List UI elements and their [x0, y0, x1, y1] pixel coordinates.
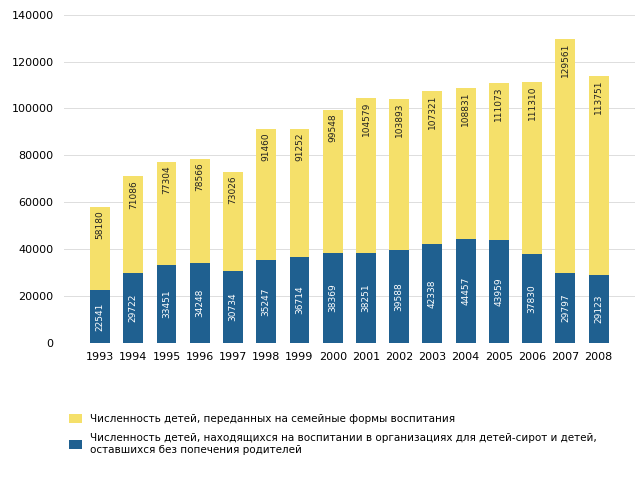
Text: 29722: 29722	[129, 294, 138, 322]
Text: 34248: 34248	[196, 289, 204, 317]
Text: 91460: 91460	[262, 132, 271, 161]
Bar	[556, 39, 576, 343]
Text: 91252: 91252	[295, 132, 304, 161]
Bar	[290, 129, 310, 343]
Text: 111310: 111310	[528, 85, 537, 120]
Text: 42338: 42338	[428, 279, 437, 308]
Bar	[323, 253, 343, 343]
Text: 71086: 71086	[129, 180, 138, 209]
Bar	[156, 162, 176, 343]
Text: 22541: 22541	[96, 302, 104, 331]
Text: 39588: 39588	[395, 282, 404, 311]
Bar	[389, 250, 409, 343]
Text: 113751: 113751	[594, 80, 603, 114]
Text: 58180: 58180	[96, 210, 104, 239]
Bar	[456, 88, 476, 343]
Bar	[90, 290, 110, 343]
Text: 29797: 29797	[561, 294, 570, 322]
Text: 99548: 99548	[328, 113, 337, 142]
Bar	[190, 159, 210, 343]
Text: 129561: 129561	[561, 43, 570, 77]
Bar	[456, 239, 476, 343]
Text: 44457: 44457	[462, 277, 470, 305]
Text: 73026: 73026	[228, 175, 237, 204]
Bar	[588, 76, 609, 343]
Bar	[223, 271, 243, 343]
Text: 103893: 103893	[395, 103, 404, 137]
Bar	[123, 273, 143, 343]
Bar	[290, 257, 310, 343]
Text: 33451: 33451	[162, 290, 171, 318]
Bar	[422, 244, 442, 343]
Text: 30734: 30734	[228, 293, 237, 321]
Bar	[256, 260, 276, 343]
Text: 78566: 78566	[196, 162, 204, 191]
Text: 38251: 38251	[362, 284, 370, 313]
Text: 108831: 108831	[462, 91, 470, 126]
Text: 43959: 43959	[494, 277, 503, 306]
Text: 111073: 111073	[494, 86, 503, 121]
Text: 77304: 77304	[162, 165, 171, 194]
Bar	[489, 82, 509, 343]
Text: 38369: 38369	[328, 284, 337, 313]
Bar	[356, 98, 376, 343]
Text: 107321: 107321	[428, 95, 437, 129]
Bar	[190, 263, 210, 343]
Bar	[522, 254, 542, 343]
Bar	[323, 110, 343, 343]
Bar	[356, 253, 376, 343]
Bar	[422, 91, 442, 343]
Bar	[223, 172, 243, 343]
Text: 104579: 104579	[362, 101, 370, 136]
Bar	[123, 176, 143, 343]
Bar	[156, 265, 176, 343]
Bar	[522, 82, 542, 343]
Bar	[256, 128, 276, 343]
Bar	[588, 275, 609, 343]
Bar	[556, 273, 576, 343]
Text: 29123: 29123	[594, 294, 603, 323]
Text: 36714: 36714	[295, 286, 304, 314]
Bar	[389, 99, 409, 343]
Text: 37830: 37830	[528, 284, 537, 313]
Legend: Численность детей, переданных на семейные формы воспитания, Численность детей, н: Численность детей, переданных на семейны…	[69, 414, 597, 455]
Bar	[90, 207, 110, 343]
Bar	[489, 240, 509, 343]
Text: 35247: 35247	[262, 288, 271, 316]
